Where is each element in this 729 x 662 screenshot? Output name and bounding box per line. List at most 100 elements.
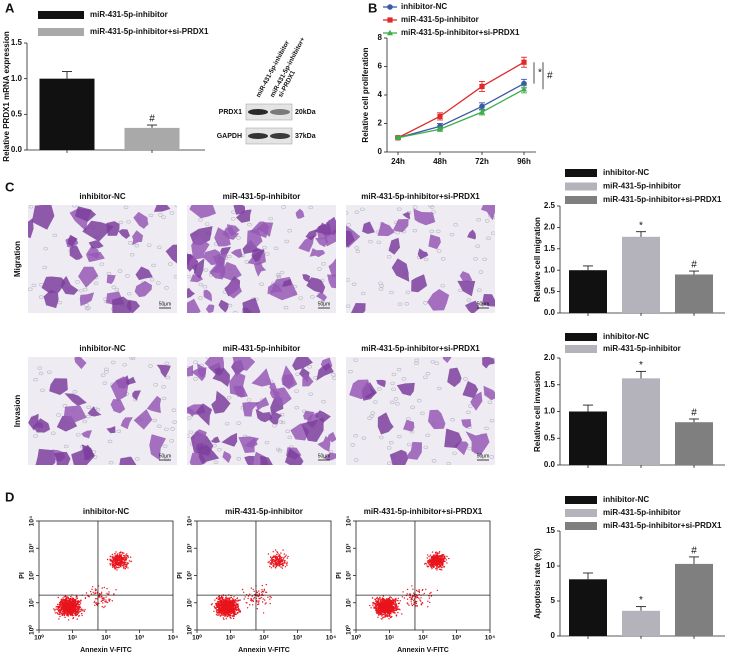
event bbox=[286, 565, 287, 566]
event bbox=[101, 592, 102, 593]
event bbox=[232, 607, 233, 608]
event bbox=[264, 599, 265, 600]
event bbox=[273, 563, 274, 564]
event bbox=[84, 609, 85, 610]
event bbox=[384, 600, 385, 601]
y-axis-label: Relative cell invasion bbox=[533, 371, 542, 452]
event bbox=[436, 557, 437, 558]
event bbox=[396, 606, 397, 607]
event bbox=[261, 597, 262, 598]
event bbox=[92, 586, 93, 587]
event bbox=[57, 604, 58, 605]
event bbox=[130, 561, 131, 562]
event bbox=[284, 560, 285, 561]
y-tick-label: 5 bbox=[551, 596, 556, 605]
event bbox=[225, 597, 226, 598]
event bbox=[429, 559, 430, 560]
event bbox=[77, 618, 78, 619]
marker bbox=[437, 114, 442, 119]
event bbox=[409, 597, 410, 598]
flow-events bbox=[369, 551, 449, 620]
event bbox=[226, 611, 227, 612]
event bbox=[70, 598, 71, 599]
event bbox=[65, 601, 66, 602]
event bbox=[234, 613, 235, 614]
event bbox=[417, 591, 418, 592]
event bbox=[218, 605, 219, 606]
marker bbox=[479, 84, 484, 89]
event bbox=[103, 600, 104, 601]
event bbox=[72, 602, 73, 603]
x-tick-label: 10¹ bbox=[226, 635, 235, 642]
marker bbox=[521, 60, 526, 65]
event bbox=[431, 561, 432, 562]
event bbox=[437, 568, 438, 569]
event bbox=[226, 610, 227, 611]
event bbox=[378, 614, 379, 615]
y-axis-label: Apoptosis rate (%) bbox=[533, 548, 542, 619]
event bbox=[234, 611, 235, 612]
event bbox=[275, 563, 276, 564]
event bbox=[256, 601, 257, 602]
bar bbox=[125, 128, 180, 150]
event bbox=[273, 556, 274, 557]
legend-label: inhibitor-NC bbox=[603, 332, 649, 341]
event bbox=[258, 596, 259, 597]
event bbox=[105, 596, 106, 597]
panel-letter: B bbox=[368, 0, 377, 15]
event bbox=[402, 591, 403, 592]
significance-mark: # bbox=[691, 546, 697, 557]
event bbox=[383, 595, 384, 596]
event bbox=[216, 603, 217, 604]
y-axis-label: PI bbox=[19, 572, 26, 579]
event bbox=[393, 612, 394, 613]
event bbox=[221, 597, 222, 598]
event bbox=[236, 598, 237, 599]
blot-band bbox=[270, 109, 290, 115]
event bbox=[397, 609, 398, 610]
event bbox=[65, 611, 66, 612]
event bbox=[399, 609, 400, 610]
event bbox=[95, 593, 96, 594]
event bbox=[376, 601, 377, 602]
bar bbox=[675, 274, 713, 313]
event bbox=[109, 559, 110, 560]
row-label: Migration bbox=[13, 241, 22, 277]
event bbox=[226, 601, 227, 602]
event bbox=[230, 601, 231, 602]
event bbox=[420, 597, 421, 598]
event bbox=[440, 566, 441, 567]
scale-label: 50μm bbox=[318, 453, 331, 459]
event bbox=[404, 597, 405, 598]
event bbox=[65, 598, 66, 599]
y-tick-label: 2.0 bbox=[544, 353, 556, 362]
y-tick-label: 1.5 bbox=[544, 380, 556, 389]
event bbox=[107, 602, 108, 603]
event bbox=[410, 596, 411, 597]
event bbox=[123, 563, 124, 564]
event bbox=[419, 591, 420, 592]
event bbox=[395, 598, 396, 599]
event bbox=[235, 603, 236, 604]
event bbox=[213, 611, 214, 612]
legend-swatch bbox=[565, 169, 597, 177]
x-tick-label: 10⁴ bbox=[326, 635, 336, 642]
legend-label: miR-431-5p-inhibitor bbox=[603, 508, 681, 517]
y-tick-label: 10⁴ bbox=[29, 516, 36, 526]
legend-label: miR-431-5p-inhibitor+si-PRDX1 bbox=[90, 27, 209, 36]
event bbox=[74, 599, 75, 600]
event bbox=[118, 567, 119, 568]
bar bbox=[622, 237, 660, 313]
event bbox=[246, 602, 247, 603]
event bbox=[263, 612, 264, 613]
event bbox=[388, 618, 389, 619]
event bbox=[396, 608, 397, 609]
event bbox=[220, 608, 221, 609]
event bbox=[218, 614, 219, 615]
event bbox=[71, 605, 72, 606]
event bbox=[223, 619, 224, 620]
event bbox=[225, 606, 226, 607]
event bbox=[422, 602, 423, 603]
event bbox=[387, 601, 388, 602]
panel-letter: C bbox=[5, 179, 15, 194]
